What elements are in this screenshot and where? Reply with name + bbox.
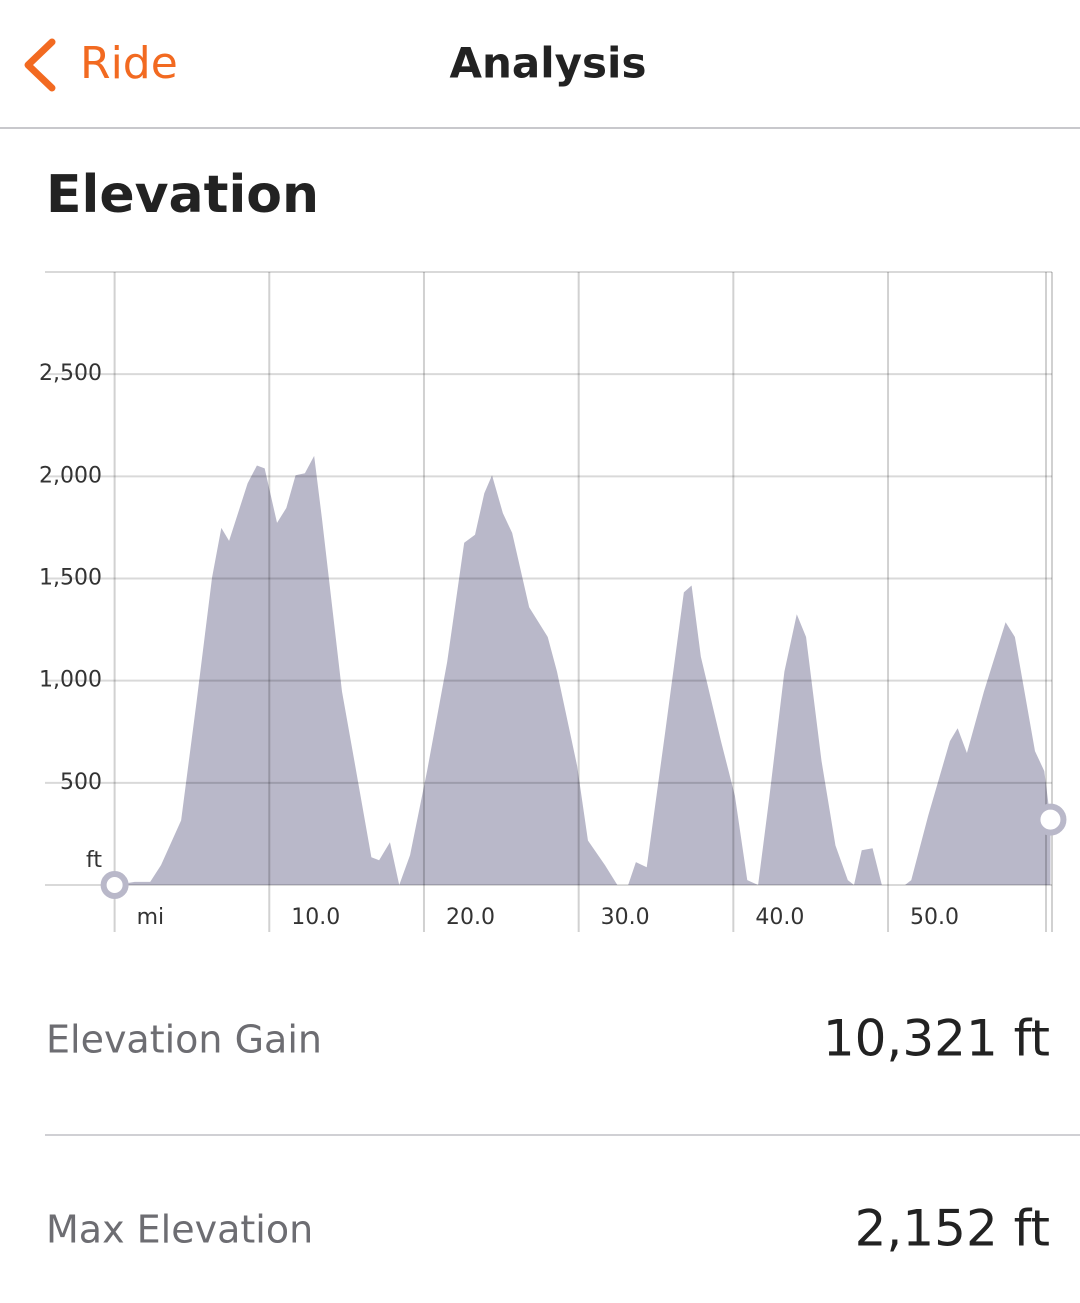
stat-value: 2,152 ft [855, 1200, 1050, 1258]
y-tick-label: 1,500 [39, 566, 102, 591]
elevation-area [114, 455, 1051, 885]
back-chevron[interactable] [24, 38, 56, 92]
stat-label: Elevation Gain [46, 1018, 322, 1062]
x-tick-label: 20.0 [446, 905, 495, 930]
back-button[interactable]: Ride [80, 38, 178, 89]
y-tick-label: 2,500 [39, 361, 102, 386]
stat-value: 10,321 ft [823, 1010, 1050, 1068]
x-tick-label: 50.0 [910, 905, 959, 930]
x-tick-label: 30.0 [601, 905, 650, 930]
y-tick-label: 500 [60, 770, 102, 795]
section-title: Elevation [46, 165, 319, 225]
elevation-chart: ft 500 1,000 1,500 2,000 2,500 mi 10.0 20.0 30.0 4… [39, 271, 1067, 932]
x-tick-label: 10.0 [291, 905, 340, 930]
y-tick-label: 2,000 [39, 463, 102, 488]
x-tick-label: 40.0 [755, 905, 804, 930]
x-tick-label: mi [137, 905, 165, 930]
stat-label: Max Elevation [46, 1208, 313, 1252]
range-handle[interactable] [1034, 803, 1067, 836]
nav-title: Analysis [450, 39, 647, 88]
y-tick-label: ft [86, 848, 102, 873]
y-tick-label: 1,000 [39, 668, 102, 693]
range-handle[interactable] [100, 871, 129, 899]
